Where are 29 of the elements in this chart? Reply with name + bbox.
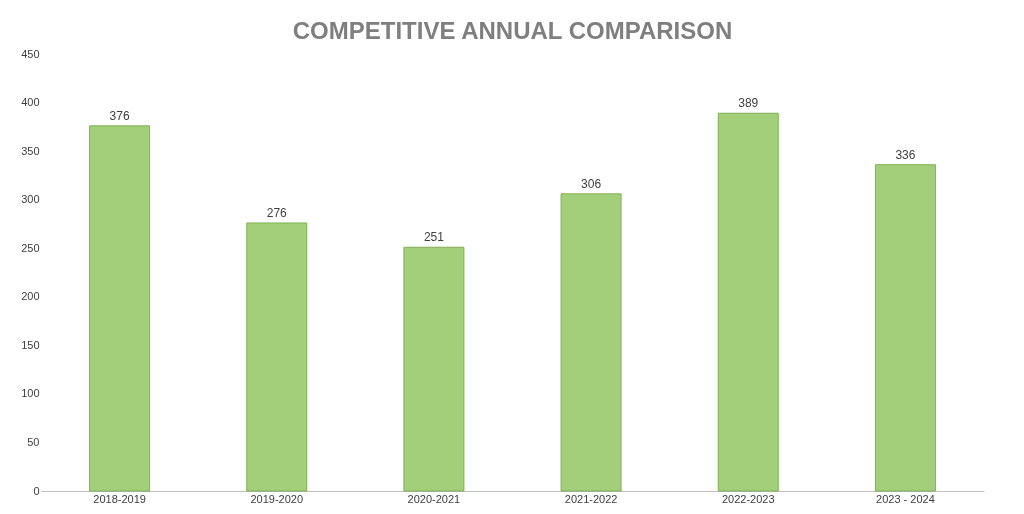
y-tick-label: 100	[21, 387, 40, 400]
bar	[89, 125, 151, 492]
y-tick-label: 350	[21, 144, 40, 157]
y-tick-label: 0	[33, 484, 40, 497]
data-label: 251	[423, 230, 445, 245]
bar	[874, 164, 936, 492]
data-label: 389	[738, 96, 759, 111]
x-tick-label: 2022-2023	[721, 492, 775, 505]
x-tick-label: 2018-2019	[93, 492, 146, 505]
y-tick-label: 250	[21, 241, 40, 254]
bar	[246, 222, 308, 492]
data-label: 376	[109, 108, 130, 123]
y-tick-label: 400	[21, 96, 40, 109]
x-tick-label: 2020-2021	[407, 492, 461, 505]
y-tick-label: 450	[21, 47, 40, 60]
x-tick-label: 2021-2022	[564, 492, 618, 505]
data-label: 276	[266, 205, 288, 220]
bar	[560, 193, 622, 492]
bar	[403, 246, 465, 492]
data-label: 336	[895, 147, 916, 162]
y-tick-label: 50	[27, 435, 40, 448]
bar	[717, 112, 779, 492]
y-tick-label: 200	[21, 290, 40, 303]
x-tick-label: 2023 - 2024	[876, 492, 935, 505]
data-label: 306	[581, 176, 602, 191]
chart-title: COMPETITIVE ANNUAL COMPARISON	[292, 17, 733, 44]
y-tick-label: 300	[21, 193, 40, 206]
y-tick-label: 150	[21, 338, 40, 351]
x-tick-label: 2019-2020	[250, 492, 304, 505]
